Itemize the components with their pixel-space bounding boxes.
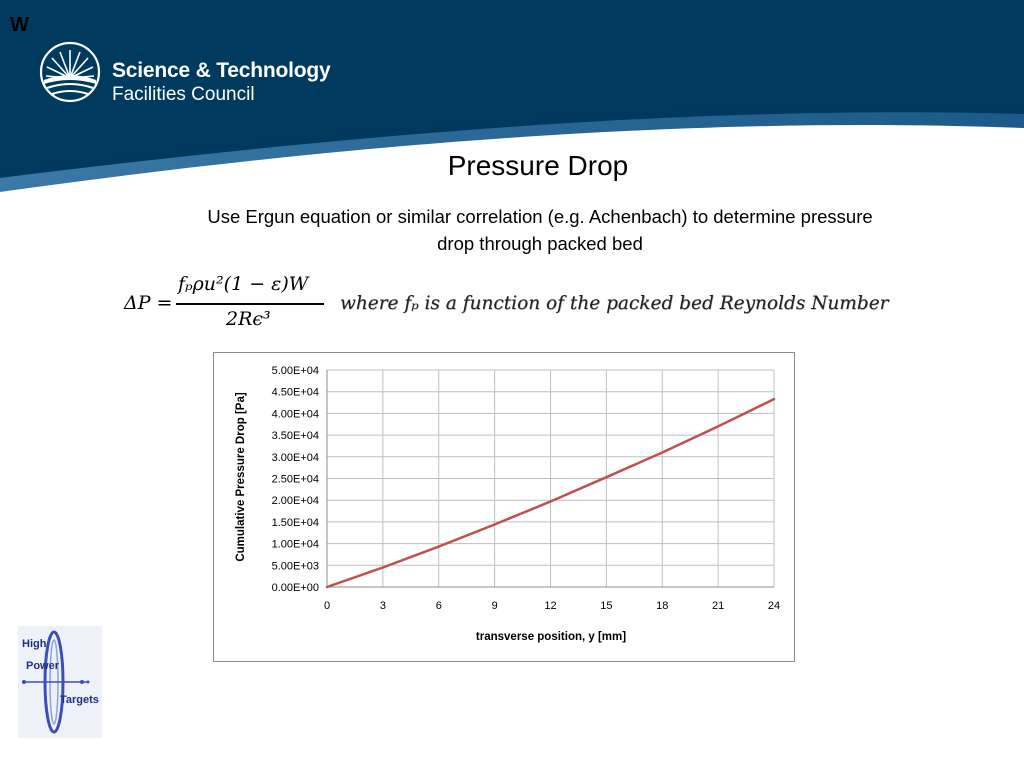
y-tick-label: 3.50E+04: [272, 430, 319, 442]
series-layer: [325, 397, 776, 589]
x-tick-label: 3: [380, 600, 386, 612]
fraction-bar: [176, 303, 324, 305]
x-tick-label: 12: [544, 600, 556, 612]
chart-frame: 0.00E+00 5.00E+03 1.00E+04 1.50E+04 2.00E+04…: [213, 352, 795, 662]
tick-labels: 0.00E+00 5.00E+03 1.00E+04 1.50E+04 2.00E+04…: [272, 365, 781, 612]
y-tick-label: 2.50E+04: [272, 474, 319, 486]
x-tick-label: 24: [768, 600, 780, 612]
logo-line2: Facilities Council: [112, 84, 255, 105]
x-tick-label: 9: [492, 600, 498, 612]
y-tick-label: 5.00E+03: [272, 560, 319, 572]
x-tick-label: 0: [324, 600, 330, 612]
stfc-sunburst-icon: [39, 41, 101, 103]
y-tick-label: 5.00E+04: [272, 365, 319, 377]
formula-lhs: ΔP =: [124, 292, 173, 314]
y-axis-title: Cumulative Pressure Drop [Pa]: [235, 392, 247, 562]
y-tick-label: 0.00E+00: [272, 582, 319, 594]
y-tick-label: 1.00E+04: [272, 539, 319, 551]
y-tick-label: 4.00E+04: [272, 408, 319, 420]
stfc-logo-text: Science & Technology Facilities Council: [112, 60, 331, 104]
hpt-word-power: Power: [26, 660, 60, 672]
y-tick-label: 2.00E+04: [272, 495, 319, 507]
pressure-drop-chart: 0.00E+00 5.00E+03 1.00E+04 1.50E+04 2.00E+04…: [235, 365, 781, 643]
y-tick-label: 3.00E+04: [272, 452, 319, 464]
y-tick-label: 1.50E+04: [272, 517, 319, 529]
x-tick-label: 15: [600, 600, 612, 612]
x-tick-label: 18: [656, 600, 668, 612]
hpt-emblem-icon: [18, 626, 102, 738]
slide-subtitle: Use Ergun equation or similar correlatio…: [207, 206, 873, 254]
grid-layer: [326, 369, 775, 588]
corner-mark: W: [10, 14, 29, 36]
header-band: [0, 0, 1024, 192]
formula-denominator: 2Rϵ³: [226, 308, 271, 330]
y-tick-label: 4.50E+04: [272, 387, 319, 399]
formula-numerator: fₚρu²(1 − ε)W: [178, 273, 309, 295]
axes-layer: [326, 370, 774, 588]
hpt-word-targets: Targets: [60, 694, 99, 706]
formula-where-text: where fₚ is a function of the packed bed…: [340, 293, 889, 314]
x-tick-label: 6: [436, 600, 442, 612]
x-tick-label: 21: [712, 600, 724, 612]
slide-title: Pressure Drop: [447, 150, 629, 181]
high-power-targets-logo: High Power Targets: [18, 626, 102, 738]
logo-line1: Science & Technology: [112, 59, 331, 82]
x-axis-title: transverse position, y [mm]: [476, 631, 626, 643]
hpt-word-high: High: [22, 638, 47, 650]
ergun-formula: ΔP = fₚρu²(1 − ε)W 2Rϵ³ where fₚ is a fu…: [122, 270, 942, 340]
series-line: [325, 397, 776, 589]
